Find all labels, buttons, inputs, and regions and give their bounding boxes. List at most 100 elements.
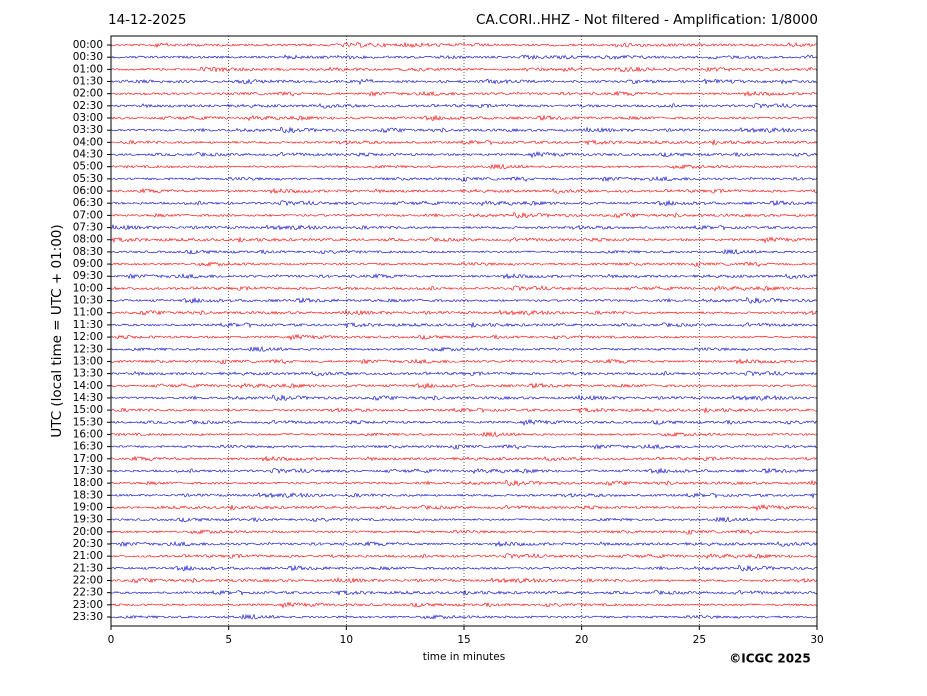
trace xyxy=(110,199,818,207)
y-tick-label: 00:00 xyxy=(73,39,103,51)
y-tick-label: 08:00 xyxy=(73,234,103,246)
y-tick-label: 06:00 xyxy=(73,185,103,197)
y-tick-label: 11:00 xyxy=(73,307,103,319)
y-tick-label: 20:30 xyxy=(73,538,103,550)
y-tick-label: 10:00 xyxy=(73,282,103,294)
y-tick-label: 19:30 xyxy=(73,514,103,526)
trace xyxy=(110,431,818,438)
trace xyxy=(110,382,818,390)
trace xyxy=(110,54,818,61)
x-tick-label: 5 xyxy=(225,634,232,646)
y-tick-label: 15:30 xyxy=(73,416,103,428)
y-tick-label: 16:00 xyxy=(73,428,103,440)
y-tick-label: 19:00 xyxy=(73,501,103,513)
y-tick-label: 14:00 xyxy=(73,380,103,392)
y-tick-label: 14:30 xyxy=(73,392,103,404)
plot-frame xyxy=(110,35,818,627)
trace xyxy=(110,78,818,86)
y-tick-label: 21:30 xyxy=(73,562,103,574)
y-tick-label: 06:30 xyxy=(73,197,103,209)
trace xyxy=(110,601,818,609)
y-tick-label: 22:00 xyxy=(73,574,103,586)
x-axis-label: time in minutes xyxy=(423,651,505,663)
y-tick-label: 02:30 xyxy=(73,100,103,112)
y-tick-label: 05:00 xyxy=(73,161,103,173)
y-tick-label: 13:00 xyxy=(73,355,103,367)
trace xyxy=(110,467,818,475)
x-tick-label: 15 xyxy=(457,634,470,646)
trace xyxy=(110,261,818,267)
trace xyxy=(110,479,818,487)
y-tick-label: 10:30 xyxy=(73,295,103,307)
y-tick-label: 22:30 xyxy=(73,587,103,599)
footer: ©ICGC 2025 xyxy=(729,652,811,666)
y-tick-label: 03:30 xyxy=(73,124,103,136)
trace xyxy=(110,114,818,122)
x-tick-label: 25 xyxy=(693,634,706,646)
y-tick-label: 04:00 xyxy=(73,136,103,148)
x-tick-label: 0 xyxy=(108,634,115,646)
trace xyxy=(110,248,818,255)
y-tick-label: 12:00 xyxy=(73,331,103,343)
y-tick-label: 09:30 xyxy=(73,270,103,282)
trace xyxy=(110,529,818,535)
trace xyxy=(110,163,818,170)
y-tick-label: 21:00 xyxy=(73,550,103,562)
trace xyxy=(110,175,818,182)
trace xyxy=(110,296,818,304)
y-tick-label: 13:30 xyxy=(73,368,103,380)
trace xyxy=(110,613,818,620)
trace xyxy=(110,564,818,572)
y-tick-label: 02:00 xyxy=(73,88,103,100)
y-tick-label: 09:00 xyxy=(73,258,103,270)
y-tick-label: 08:30 xyxy=(73,246,103,258)
trace xyxy=(110,492,818,499)
trace xyxy=(110,333,818,341)
trace xyxy=(110,322,818,329)
y-tick-label: 01:00 xyxy=(73,63,103,75)
trace xyxy=(110,41,818,49)
trace xyxy=(110,309,818,316)
chart-subtitle: CA.CORI..HHZ - Not filtered - Amplificat… xyxy=(476,12,818,28)
trace xyxy=(110,443,818,450)
x-tick-label: 20 xyxy=(575,634,588,646)
trace xyxy=(110,418,818,427)
y-tick-label: 01:30 xyxy=(73,76,103,88)
x-tick-label: 10 xyxy=(340,634,353,646)
trace xyxy=(110,90,818,97)
trace xyxy=(110,504,818,512)
trace xyxy=(110,126,818,134)
trace xyxy=(110,394,818,402)
y-tick-label: 05:30 xyxy=(73,173,103,185)
y-tick-label: 18:30 xyxy=(73,489,103,501)
chart-title: 14-12-2025 xyxy=(108,12,186,28)
y-tick-label: 07:00 xyxy=(73,209,103,221)
trace xyxy=(110,102,818,109)
y-axis-label: UTC (local time = UTC + 01:00) xyxy=(49,224,65,437)
trace xyxy=(110,370,818,377)
trace xyxy=(110,407,818,414)
y-tick-label: 07:30 xyxy=(73,222,103,234)
y-tick-label: 17:00 xyxy=(73,453,103,465)
trace xyxy=(110,516,818,523)
trace xyxy=(110,540,818,547)
trace xyxy=(110,273,818,280)
trace xyxy=(110,66,818,73)
y-tick-label: 00:30 xyxy=(73,51,103,63)
trace xyxy=(110,211,818,219)
y-tick-label: 16:30 xyxy=(73,441,103,453)
trace xyxy=(110,346,818,352)
y-tick-label: 23:00 xyxy=(73,599,103,611)
y-tick-label: 20:00 xyxy=(73,526,103,538)
trace xyxy=(110,223,818,231)
trace xyxy=(110,151,818,159)
trace xyxy=(110,285,818,292)
x-tick-label: 30 xyxy=(810,634,823,646)
trace xyxy=(110,236,818,244)
y-tick-label: 15:00 xyxy=(73,404,103,416)
trace xyxy=(110,358,818,365)
trace xyxy=(110,187,818,195)
trace xyxy=(110,553,818,560)
trace xyxy=(110,139,818,146)
